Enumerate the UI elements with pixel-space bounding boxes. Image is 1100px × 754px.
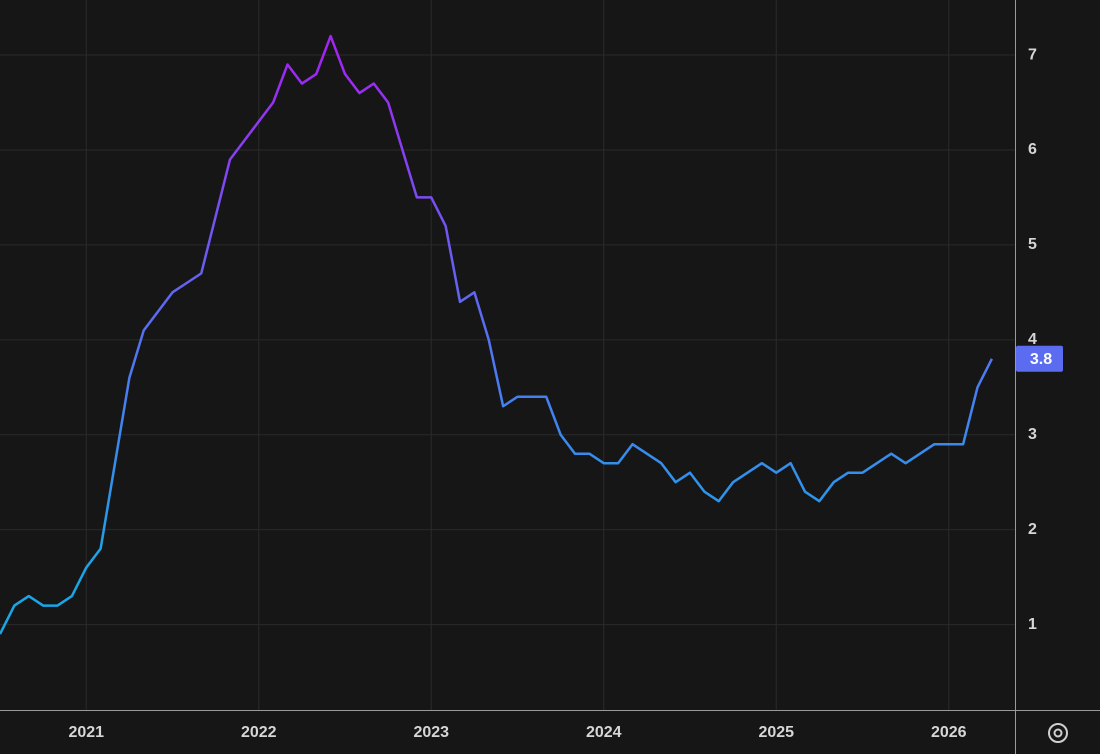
x-tick-label: 2021 — [68, 724, 104, 741]
x-tick-label: 2024 — [586, 724, 622, 741]
gear-outline — [1048, 723, 1068, 743]
y-tick-label: 7 — [1028, 46, 1037, 63]
x-tick-label: 2026 — [931, 724, 967, 741]
y-tick-label: 1 — [1028, 616, 1037, 633]
line-series — [0, 34, 993, 635]
grid — [0, 0, 1015, 710]
gear-center — [1053, 728, 1063, 738]
y-tick-label: 2 — [1028, 521, 1037, 538]
y-tick-label: 3 — [1028, 426, 1037, 443]
settings-button[interactable] — [1048, 723, 1068, 743]
x-tick-label: 2022 — [241, 724, 277, 741]
y-tick-label: 6 — [1028, 141, 1037, 158]
x-tick-label: 2023 — [413, 724, 449, 741]
last-value-label: 3.8 — [1030, 351, 1052, 368]
last-value-badge — [1016, 345, 1063, 372]
x-tick-label: 2025 — [758, 724, 794, 741]
y-tick-label: 5 — [1028, 236, 1037, 253]
y-tick-label: 4 — [1028, 331, 1037, 348]
